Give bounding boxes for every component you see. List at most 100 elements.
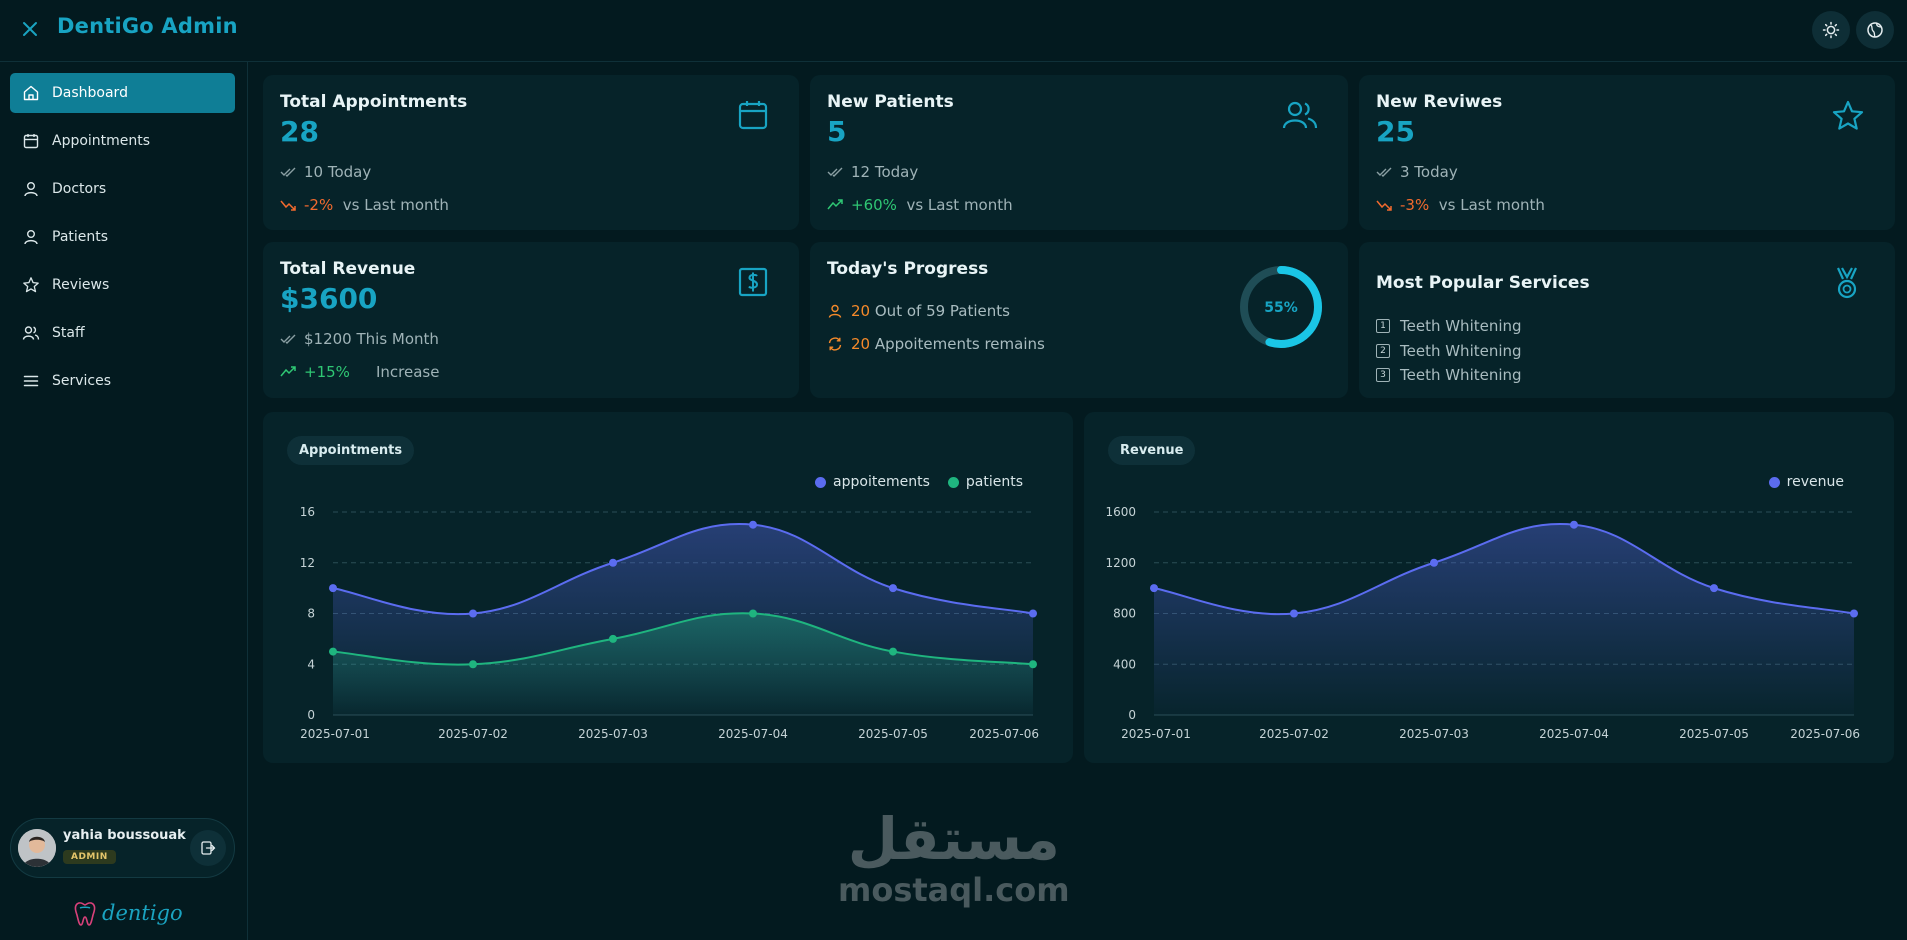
today-line: 10 Today xyxy=(280,163,371,181)
x-tick-label: 2025-07-03 xyxy=(578,727,648,741)
sidebar-item-label: Reviews xyxy=(52,277,110,293)
y-tick-label: 0 xyxy=(1128,708,1136,722)
x-tick-label: 2025-07-03 xyxy=(1399,727,1469,741)
sidebar-item-label: Doctors xyxy=(52,181,107,197)
legend-entry-revenue[interactable]: revenue xyxy=(1768,474,1844,490)
series-area-patients xyxy=(333,613,1033,715)
trend-up-icon xyxy=(827,199,843,210)
data-point xyxy=(469,660,477,669)
data-point xyxy=(889,647,897,656)
y-tick-label: 400 xyxy=(1113,657,1136,671)
card-value: 5 xyxy=(827,115,847,148)
popular-services-card: Most Popular Services 1 Teeth Whitening 2… xyxy=(1359,242,1895,398)
sidebar-item-label: Appointments xyxy=(52,133,151,149)
close-icon xyxy=(23,22,37,36)
watermark-arabic: مستقل xyxy=(847,805,1060,873)
sidebar-item-services[interactable]: Services xyxy=(10,361,235,401)
sidebar-item-doctors[interactable]: Doctors xyxy=(10,169,235,209)
sidebar-item-label: Staff xyxy=(52,325,85,341)
card-value: $3600 xyxy=(280,282,378,315)
legend-entry-appoitements[interactable]: appoitements xyxy=(815,474,930,490)
brand-name: dentigo xyxy=(102,901,183,925)
brand-logo: dentigo xyxy=(70,898,183,928)
data-point xyxy=(1710,584,1718,593)
calendar-icon xyxy=(23,134,39,149)
top-header: DentiGo Admin xyxy=(0,0,1907,62)
progress-ring: 55% xyxy=(1240,266,1322,348)
sidebar-item-patients[interactable]: Patients xyxy=(10,217,235,257)
y-tick-label: 1600 xyxy=(1105,505,1136,519)
data-point xyxy=(1430,558,1438,567)
double-check-icon xyxy=(280,334,296,344)
data-point xyxy=(749,520,757,529)
x-tick-label: 2025-07-05 xyxy=(858,727,928,741)
change-line: -3% vs Last month xyxy=(1376,196,1545,214)
data-point xyxy=(609,634,617,643)
sidebar-item-dashboard[interactable]: Dashboard xyxy=(10,73,235,113)
card-title: Total Revenue xyxy=(280,259,416,279)
appointments-chart-card: 0 4 8 12 16 2025-07-01 2025-07-02 2025-07-03 202… xyxy=(263,412,1073,763)
change-line: -2% vs Last month xyxy=(280,196,449,214)
sidebar-item-reviews[interactable]: Reviews xyxy=(10,265,235,305)
progress-card: Today's Progress 20 Out of 59 Patients 2… xyxy=(810,242,1348,398)
avatar[interactable] xyxy=(18,829,56,867)
x-tick-label: 2025-07-04 xyxy=(1539,727,1609,741)
x-tick-label: 2025-07-02 xyxy=(1259,727,1329,741)
data-point xyxy=(1029,660,1037,669)
users-icon xyxy=(22,326,40,340)
y-tick-label: 1200 xyxy=(1105,556,1136,570)
y-tick-label: 4 xyxy=(307,657,315,671)
chart-legend: revenue xyxy=(1751,474,1844,490)
progress-percent-label: 55% xyxy=(1264,300,1298,316)
number-2-icon: 2 xyxy=(1376,344,1390,358)
today-line: 3 Today xyxy=(1376,163,1458,181)
chart-legend: appoitements patients xyxy=(797,474,1023,490)
stat-card-revenue: Total Revenue $3600 $1200 This Month +15… xyxy=(263,242,799,398)
y-tick-label: 8 xyxy=(307,607,315,621)
x-tick-label: 2025-07-01 xyxy=(300,727,370,741)
y-tick-label: 16 xyxy=(300,505,315,519)
globe-icon xyxy=(1867,22,1883,38)
star-icon xyxy=(1832,100,1864,130)
close-sidebar-button[interactable] xyxy=(16,15,44,43)
role-badge: ADMIN xyxy=(63,850,116,864)
sidebar-item-staff[interactable]: Staff xyxy=(10,313,235,353)
change-line: +15% Increase xyxy=(280,363,439,381)
x-tick-label: 2025-07-06 xyxy=(969,727,1039,741)
user-icon xyxy=(24,230,38,245)
user-profile-card: yahia boussouak ADMIN xyxy=(10,818,235,878)
stat-card-patients: New Patients 5 12 Today +60% vs Last mon… xyxy=(810,75,1348,230)
data-point xyxy=(1150,584,1158,593)
sidebar-item-appointments[interactable]: Appointments xyxy=(10,121,235,161)
x-tick-label: 2025-07-05 xyxy=(1679,727,1749,741)
card-title: New Patients xyxy=(827,92,954,112)
watermark: مستقل mostaql.com xyxy=(838,806,1070,908)
watermark-latin: mostaql.com xyxy=(838,871,1070,909)
x-tick-label: 2025-07-04 xyxy=(718,727,788,741)
card-title: Most Popular Services xyxy=(1376,273,1590,293)
data-point xyxy=(749,609,757,618)
data-point xyxy=(1029,609,1037,618)
service-item: 3 Teeth Whitening xyxy=(1376,366,1522,384)
users-icon xyxy=(1282,101,1318,129)
card-value: 28 xyxy=(280,115,319,148)
app-title: DentiGo Admin xyxy=(57,14,238,38)
tooth-logo-icon xyxy=(74,902,96,926)
star-icon xyxy=(23,277,39,293)
logout-button[interactable] xyxy=(190,830,226,866)
appointments-chart: 0 4 8 12 16 2025-07-01 2025-07-02 2025-07-03 202… xyxy=(300,505,1039,741)
language-button[interactable] xyxy=(1856,11,1894,49)
y-tick-label: 12 xyxy=(300,556,315,570)
double-check-icon xyxy=(1376,167,1392,177)
stat-card-reviews: New Reviwes 25 3 Today -3% vs Last month xyxy=(1359,75,1895,230)
user-icon xyxy=(828,304,842,318)
series-line-appoitements xyxy=(332,523,1034,616)
data-point xyxy=(329,584,337,593)
revenue-chart: 0 400 800 1200 1600 2025-07-01 2025-07-02 2025-… xyxy=(1105,505,1860,741)
series-area-revenue xyxy=(1154,524,1854,715)
x-tick-label: 2025-07-02 xyxy=(438,727,508,741)
theme-toggle-button[interactable] xyxy=(1812,11,1850,49)
number-1-icon: 1 xyxy=(1376,319,1390,333)
chart-title: Revenue xyxy=(1108,436,1196,465)
legend-entry-patients[interactable]: patients xyxy=(947,474,1023,490)
